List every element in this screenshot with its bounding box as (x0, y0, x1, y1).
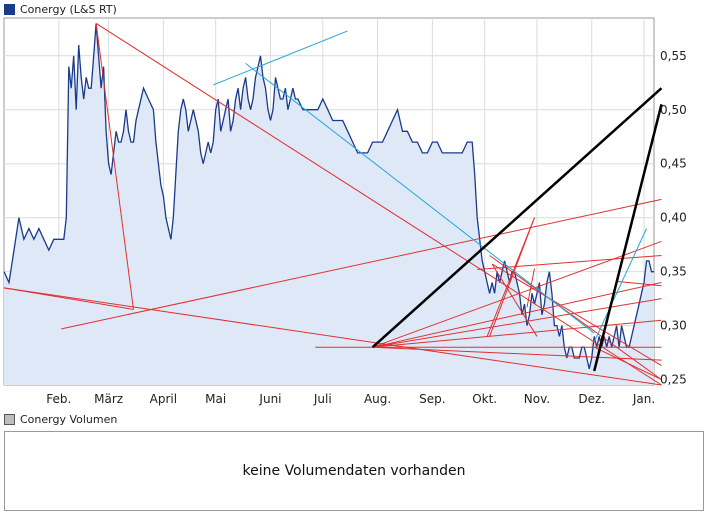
volume-empty-message: keine Volumendaten vorhanden (242, 463, 466, 479)
x-tick-label: Dez. (578, 392, 605, 406)
trendline (213, 30, 348, 86)
x-tick-label: Juli (313, 392, 332, 406)
x-tick-label: Aug. (364, 392, 391, 406)
price-legend: Conergy (L&S RT) (4, 2, 117, 16)
x-axis-labels: Feb. März April Mai Juni Juli Aug. Sep. Okt. Nov.… (46, 392, 655, 406)
x-tick-label: Juni (258, 392, 281, 406)
y-tick-label: 0,35 (660, 265, 687, 279)
trendlines (3, 22, 663, 386)
trendline (477, 254, 662, 271)
trendline (491, 263, 662, 366)
y-tick-label: 0,25 (660, 373, 687, 387)
x-tick-label: März (94, 392, 123, 406)
trendline (372, 319, 662, 348)
trendline (489, 255, 662, 381)
trendline (372, 298, 662, 348)
trendline (616, 280, 662, 287)
x-tick-label: April (150, 392, 177, 406)
trendline (594, 346, 662, 381)
price-legend-label: Conergy (L&S RT) (20, 2, 117, 16)
x-tick-label: Feb. (46, 392, 71, 406)
y-axis-labels: 0,25 0,30 0,35 0,40 0,45 0,50 0,55 (660, 49, 687, 387)
trendline (491, 263, 538, 337)
trendline (245, 62, 595, 334)
trendline (372, 346, 662, 361)
y-tick-label: 0,55 (660, 49, 687, 63)
price-chart: 0,25 0,30 0,35 0,40 0,45 0,50 0,55 Feb. März Apr… (3, 17, 687, 406)
price-area-fill (4, 23, 654, 386)
trendline (593, 228, 647, 343)
trendline (95, 22, 662, 386)
y-tick-label: 0,45 (660, 157, 687, 171)
trendline (95, 23, 134, 310)
y-tick-label: 0,40 (660, 211, 687, 225)
volume-legend: Conergy Volumen (4, 412, 117, 426)
x-tick-label: Sep. (419, 392, 445, 406)
x-tick-label: Okt. (472, 392, 497, 406)
y-tick-label: 0,50 (660, 103, 687, 117)
x-tick-label: Mai (205, 392, 226, 406)
x-tick-label: Nov. (524, 392, 550, 406)
price-legend-swatch (4, 3, 15, 15)
volume-legend-swatch (4, 413, 15, 425)
trendline (371, 87, 663, 349)
volume-panel: keine Volumendaten vorhanden (4, 431, 704, 511)
trendline (593, 104, 663, 372)
trendline (489, 217, 535, 337)
volume-legend-label: Conergy Volumen (20, 412, 118, 426)
trendline (3, 287, 662, 386)
y-tick-label: 0,30 (660, 319, 687, 333)
x-tick-label: Jan. (632, 392, 655, 406)
trendline (61, 198, 662, 330)
trendline (526, 268, 535, 308)
